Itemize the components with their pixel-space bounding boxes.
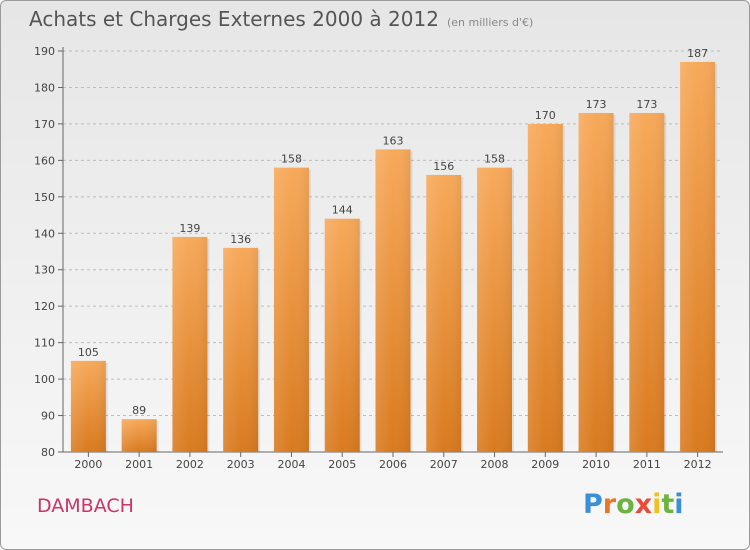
y-tick-label: 130 [34, 264, 55, 277]
y-tick-label: 190 [34, 45, 55, 58]
logo-letter: i [674, 489, 684, 520]
data-label: 158 [484, 153, 505, 166]
logo-letter: P [583, 489, 603, 520]
bar-shine [70, 360, 106, 452]
data-label: 139 [179, 222, 200, 235]
bar-shine [680, 61, 716, 452]
bar-shine [426, 174, 462, 453]
y-tick-label: 100 [34, 373, 55, 386]
logo-letter: r [602, 489, 617, 520]
chart-title-text: Achats et Charges Externes 2000 à 2012 [29, 7, 439, 31]
y-tick-label: 120 [34, 300, 55, 313]
bar-shine [121, 419, 157, 452]
y-tick-label: 160 [34, 154, 55, 167]
commune-name: DAMBACH [37, 495, 134, 517]
bar-shine [527, 123, 563, 452]
x-tick-label: 2004 [277, 458, 305, 471]
x-tick-label: 2005 [328, 458, 356, 471]
y-tick-label: 110 [34, 337, 55, 350]
y-tick-label: 150 [34, 191, 55, 204]
bar-shine [578, 112, 614, 453]
x-tick-label: 2011 [633, 458, 661, 471]
chart-subtitle: (en milliers d'€) [446, 16, 534, 29]
x-tick-label: 2010 [582, 458, 610, 471]
data-label: 144 [332, 204, 353, 217]
x-tick-label: 2003 [227, 458, 255, 471]
data-label: 158 [281, 153, 302, 166]
y-tick-label: 90 [41, 410, 55, 423]
x-tick-label: 2007 [430, 458, 458, 471]
x-tick-label: 2008 [481, 458, 509, 471]
bar-shine [273, 167, 309, 452]
data-label: 156 [433, 160, 454, 173]
x-tick-label: 2006 [379, 458, 407, 471]
data-label: 136 [230, 233, 251, 246]
data-label: 187 [687, 47, 708, 60]
bar-shine [629, 112, 665, 453]
y-tick-label: 170 [34, 118, 55, 131]
logo-letter: t [661, 489, 675, 520]
x-tick-label: 2009 [531, 458, 559, 471]
bar-shine [223, 247, 259, 452]
y-tick-label: 80 [41, 446, 55, 459]
data-label: 173 [636, 98, 657, 111]
y-tick-label: 180 [34, 81, 55, 94]
x-tick-label: 2002 [176, 458, 204, 471]
data-label: 170 [535, 109, 556, 122]
x-tick-label: 2001 [125, 458, 153, 471]
data-label: 89 [132, 404, 146, 417]
data-label: 173 [586, 98, 607, 111]
x-tick-label: 2000 [74, 458, 102, 471]
bar-shine [324, 218, 360, 452]
bar-shine [375, 149, 411, 452]
bar-shine [172, 236, 208, 452]
bars [70, 61, 718, 453]
data-labels: 105 89 139 136 158 144 163 156 158 170 173 173 187 [78, 47, 708, 417]
bar-shine [477, 167, 513, 452]
logo-letter: i [652, 489, 662, 520]
chart-title: Achats et Charges Externes 2000 à 2012 (e… [29, 7, 533, 31]
x-tick-label: 2012 [684, 458, 712, 471]
logo-letter: o [616, 489, 635, 520]
y-tick-label: 140 [34, 227, 55, 240]
data-label: 105 [78, 346, 99, 359]
proxiti-logo: Proxiti [583, 489, 684, 520]
data-label: 163 [383, 134, 404, 147]
logo-letter: x [634, 489, 653, 520]
